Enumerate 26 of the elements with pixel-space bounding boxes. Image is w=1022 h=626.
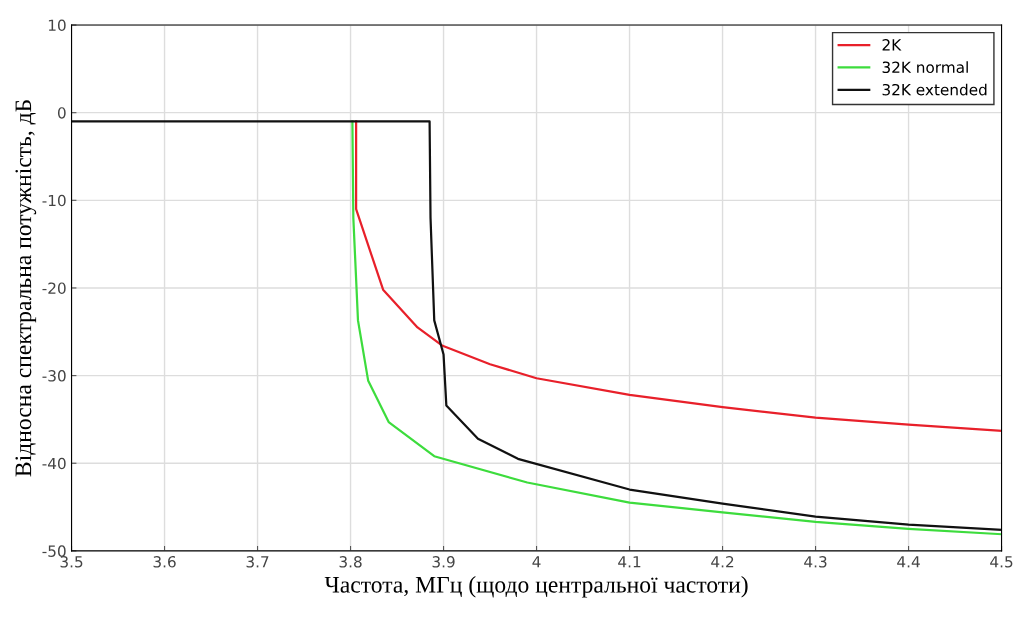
y-tick-label: -30 [42,370,66,382]
x-tick-label: 3.5 [60,556,83,568]
legend-label: 32K extended [882,83,987,96]
legend-label: 32K normal [882,61,968,74]
y-tick-label: -20 [42,282,66,294]
y-tick-label: -10 [42,194,66,207]
x-tick-label: 3.8 [339,556,362,568]
y-tick-label: 10 [48,19,66,32]
line-series [355,120,1002,432]
x-axis-title: Частота, МГц (щодо центральної частоти) [324,576,748,598]
line-series [71,120,1002,531]
x-tick-label: 4.4 [897,556,920,568]
line-series [351,120,1002,536]
x-tick-label: 3.7 [246,556,269,568]
legend-label: 2K [882,39,902,51]
x-tick-label: 4.5 [990,556,1013,568]
x-tick-label: 4 [532,556,541,568]
x-tick-label: 3.9 [432,556,455,568]
x-tick-label: 4.1 [618,556,641,568]
x-tick-label: 4.2 [711,556,734,568]
x-tick-label: 3.6 [153,556,176,568]
x-tick-label: 4.3 [804,556,827,568]
y-tick-label: -50 [42,545,66,557]
y-axis-title: Відносна спектральна потужність, дБ [15,100,37,477]
y-tick-label: 0 [57,107,66,119]
y-tick-label: -40 [42,457,66,470]
